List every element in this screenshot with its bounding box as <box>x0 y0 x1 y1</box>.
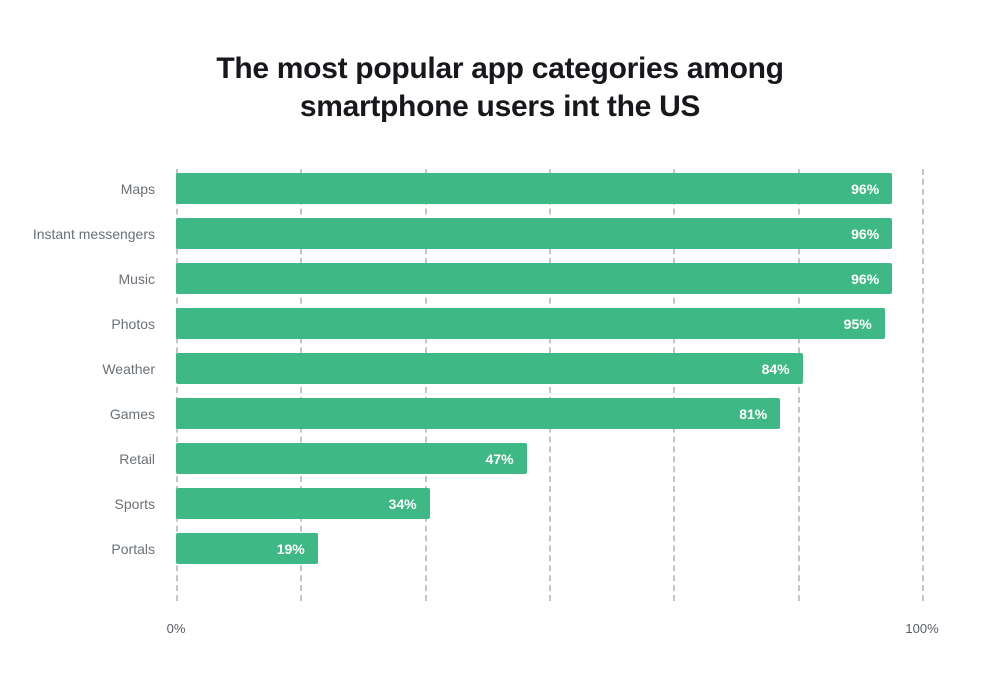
value-label: 81% <box>739 405 768 422</box>
bar-row: Instant messengers 96% <box>0 211 1000 256</box>
bar-track: 19% <box>176 533 922 565</box>
value-label: 96% <box>851 180 880 197</box>
bar-row: Games 81% <box>0 391 1000 436</box>
category-label: Photos <box>111 315 155 332</box>
bar-rows: Maps 96% Instant messengers 96% Music 96% Phot… <box>0 166 1000 571</box>
category-label: Sports <box>114 495 155 512</box>
bar-row: Photos 95% <box>0 301 1000 346</box>
category-label: Games <box>109 405 155 422</box>
chart-title-line2: smartphone users int the US <box>299 90 701 124</box>
bar-row: Music 96% <box>0 256 1000 301</box>
bar-track: 96% <box>176 218 922 250</box>
value-label: 95% <box>843 315 872 332</box>
gridline <box>549 169 551 602</box>
bar-row: Portals 19% <box>0 526 1000 571</box>
category-label: Retail <box>119 450 155 467</box>
value-label: 47% <box>485 450 514 467</box>
gridline <box>922 169 924 602</box>
category-label: Weather <box>102 360 155 377</box>
bar-track: 96% <box>176 173 922 205</box>
category-label: Portals <box>111 540 155 557</box>
gridline <box>424 169 427 602</box>
bar-row: Retail 47% <box>0 436 1000 481</box>
bar-track: 47% <box>176 443 922 475</box>
plot-area: Maps 96% Instant messengers 96% Music 96% Phot… <box>0 166 1000 641</box>
category-label: Maps <box>120 180 155 197</box>
bar-row: Weather 84% <box>0 346 1000 391</box>
bar: 96% <box>176 173 893 205</box>
gridline <box>797 169 800 602</box>
gridline <box>673 169 676 602</box>
bar-row: Sports 34% <box>0 481 1000 526</box>
bar-track: 96% <box>176 263 922 295</box>
x-axis: 0% 100% <box>0 621 1000 641</box>
value-label: 19% <box>276 540 305 557</box>
bar-track: 84% <box>176 353 922 385</box>
category-label: Instant messengers <box>32 225 155 242</box>
value-label: 34% <box>388 495 417 512</box>
category-label: Music <box>118 270 155 287</box>
bar: 96% <box>176 263 893 295</box>
chart-title-line1: The most popular app categories among <box>216 52 784 85</box>
gridline <box>176 169 178 602</box>
bar: 95% <box>176 308 885 340</box>
gridlines <box>176 169 924 602</box>
bar: 81% <box>176 398 781 430</box>
chart-title: The most popular app categories among sm… <box>150 50 850 126</box>
gridline <box>300 169 303 602</box>
bar: 84% <box>176 353 803 385</box>
bar: 19% <box>176 533 318 565</box>
value-label: 96% <box>851 270 880 287</box>
bar: 96% <box>176 218 893 250</box>
value-label: 96% <box>851 225 880 242</box>
value-label: 84% <box>761 360 790 377</box>
bar: 34% <box>176 488 430 520</box>
x-axis-max-label: 100% <box>905 621 939 637</box>
bar-track: 81% <box>176 398 922 430</box>
x-axis-min-label: 0% <box>166 621 186 637</box>
bar-row: Maps 96% <box>0 166 1000 211</box>
bar-track: 95% <box>176 308 922 340</box>
bar-track: 34% <box>176 488 922 520</box>
bar: 47% <box>176 443 527 475</box>
